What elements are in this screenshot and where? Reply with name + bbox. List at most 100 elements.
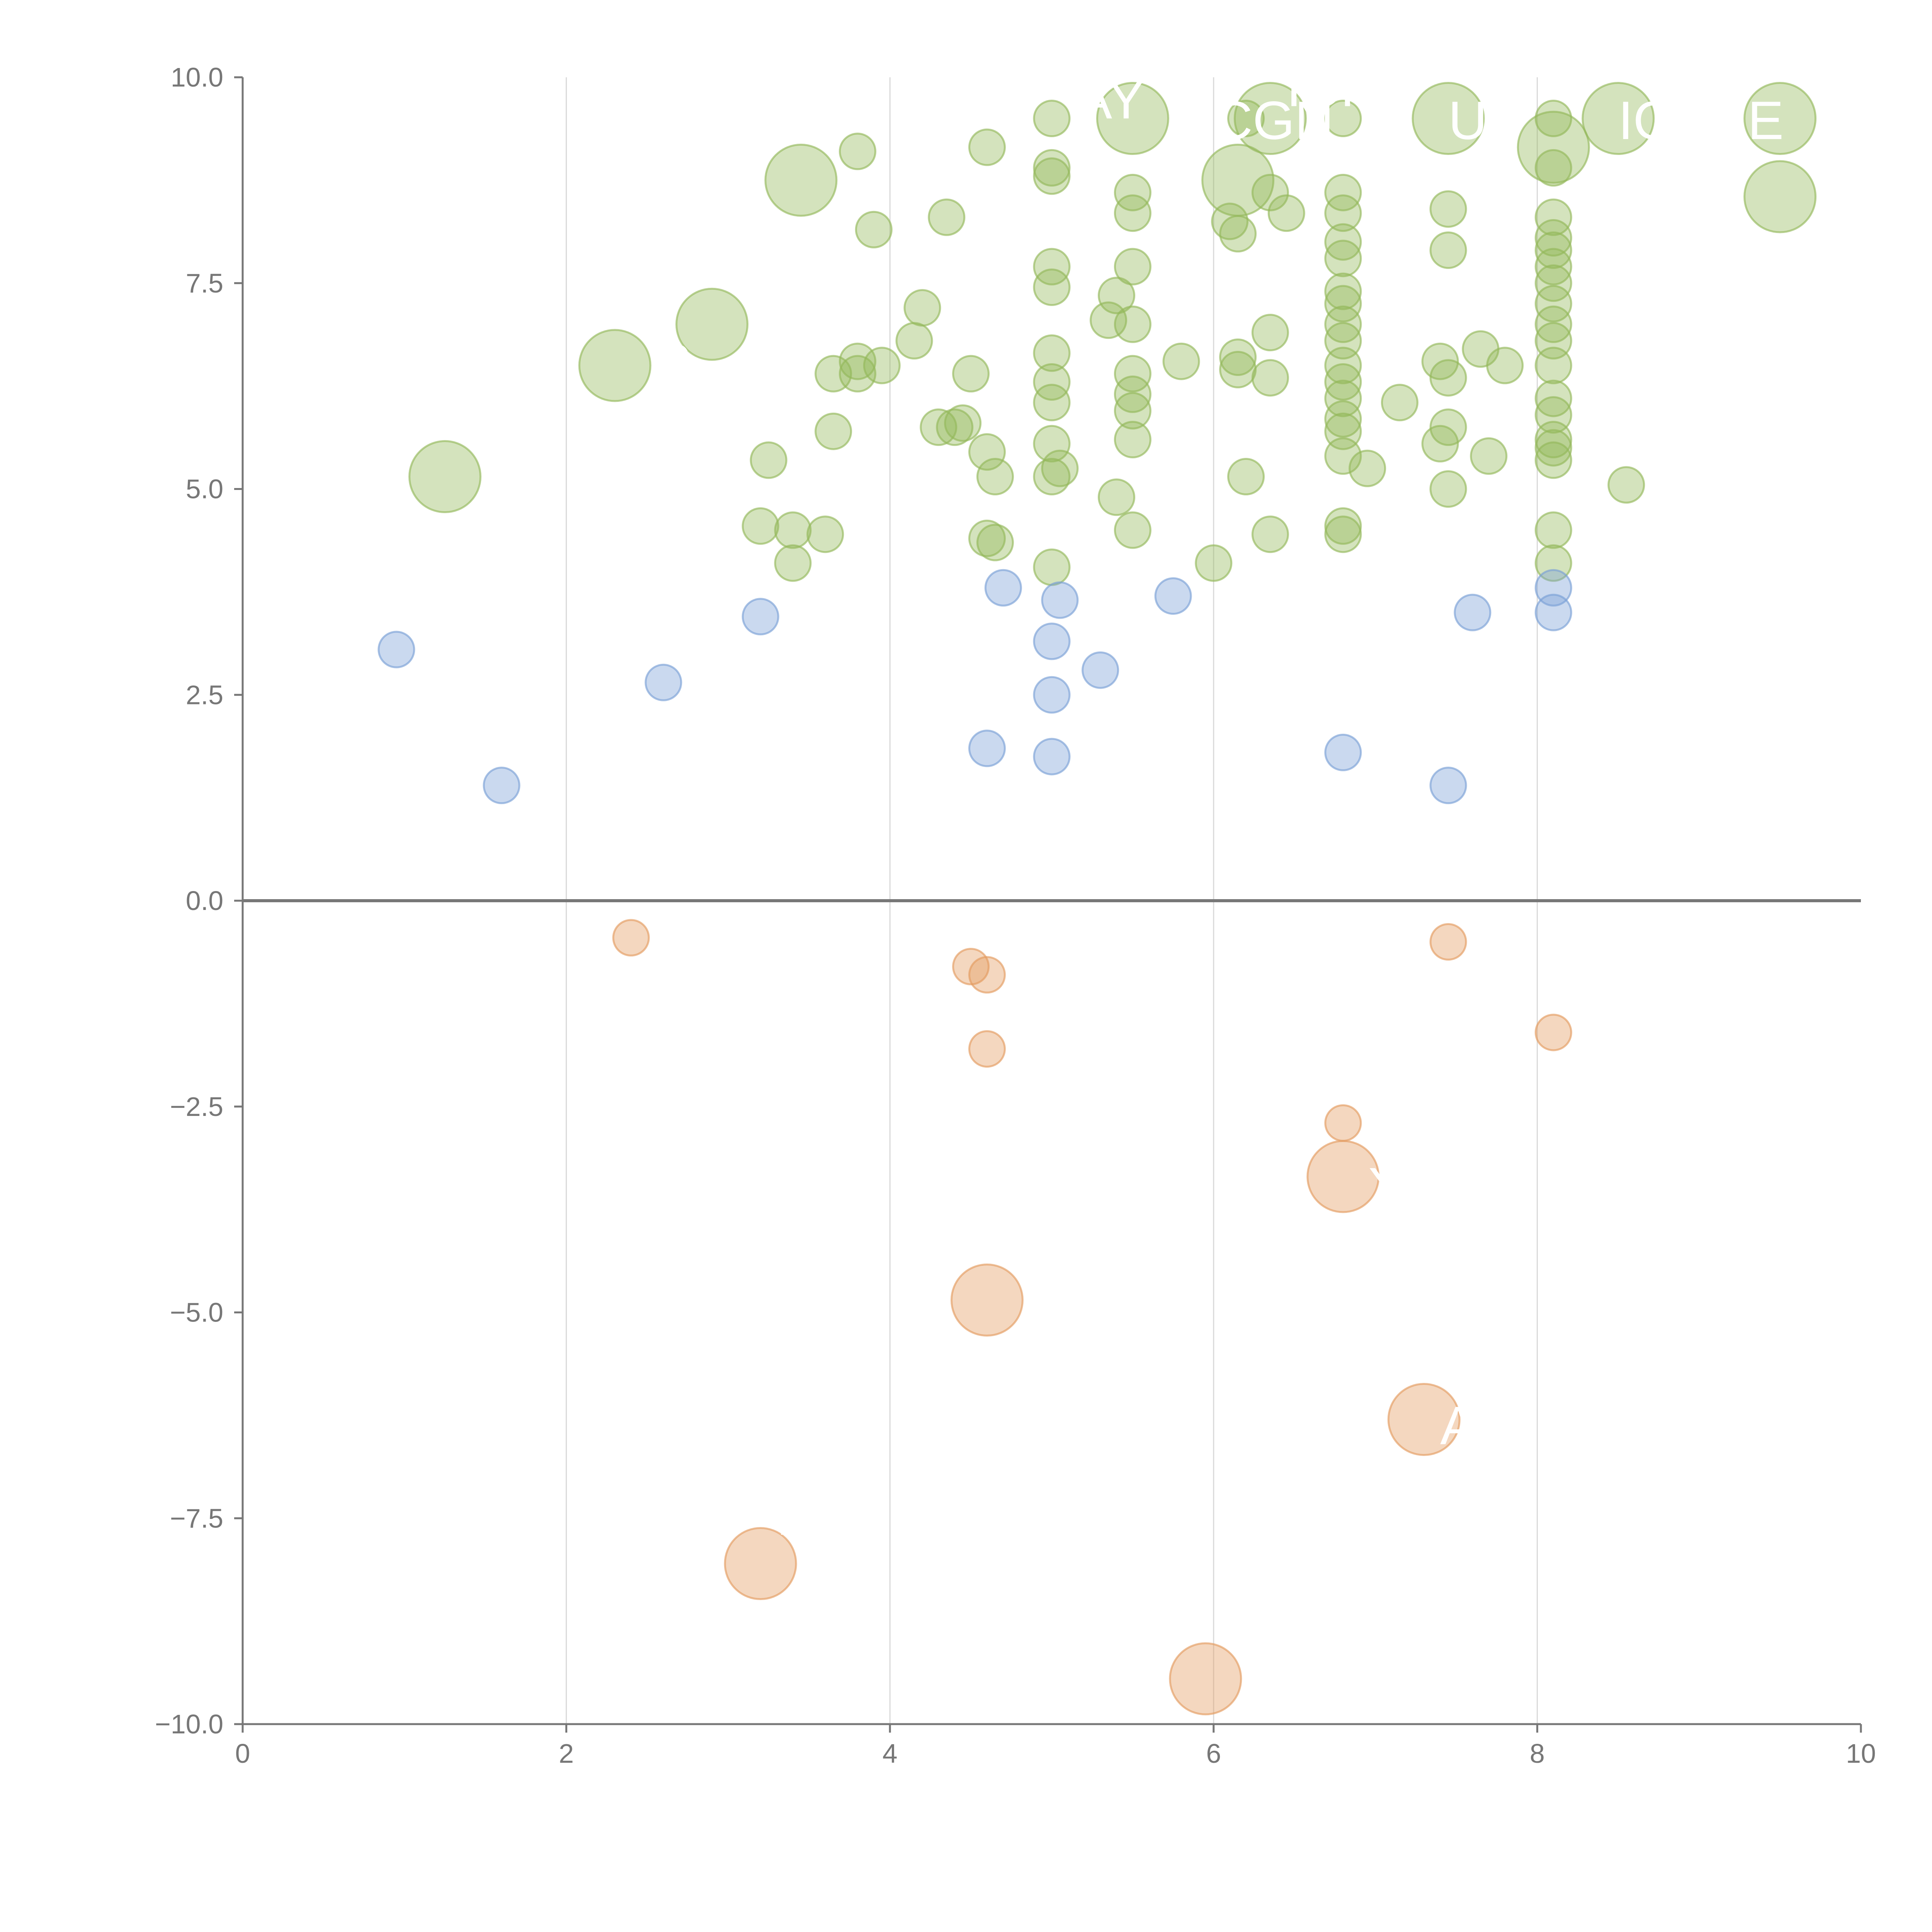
bubble-negative-10	[724, 1527, 797, 1600]
bubble-high-22	[1114, 173, 1151, 211]
bubble-high-70	[1429, 359, 1467, 397]
bubble-high-1	[1096, 82, 1169, 155]
bubble-high-18	[855, 211, 893, 248]
bubble-mid-7	[1033, 622, 1071, 660]
x-tick-label-5: 10	[1846, 1738, 1876, 1769]
bubble-high-90	[1033, 458, 1071, 496]
bubble-negative-11	[1169, 1642, 1242, 1716]
bubble-mid-10	[1082, 651, 1119, 689]
bubble-high-82	[1534, 421, 1572, 459]
bubble-high-108	[1033, 548, 1071, 586]
bubble-high-91	[1114, 355, 1151, 393]
bubble-high-15	[408, 440, 481, 514]
bubble-mid-8	[1033, 676, 1071, 714]
bubble-label-4: IOT	[1618, 90, 1708, 151]
bubble-high-35	[1534, 198, 1572, 236]
bubble-negative-9	[1387, 1383, 1461, 1456]
bubble-high-49	[1098, 277, 1136, 315]
bubble-high-74	[1486, 347, 1524, 384]
bubble-mid-16	[1534, 594, 1572, 631]
bubble-high-68	[1381, 384, 1418, 422]
bubble-high-79	[1534, 347, 1572, 384]
bubble-high-29	[1324, 194, 1362, 232]
bubble-high-17	[968, 128, 1006, 166]
bubble-negative-0	[612, 919, 650, 957]
bubble-label-10: L	[777, 1486, 807, 1546]
bubble-high-86	[1033, 363, 1071, 401]
bubble-label-0: AY	[1076, 70, 1144, 130]
bubble-mid-6	[1041, 581, 1079, 619]
bubble-high-104	[774, 544, 812, 582]
bubble-high-113	[1251, 515, 1289, 553]
bubble-high-94	[1114, 421, 1151, 459]
bubble-negative-7	[1306, 1140, 1380, 1213]
bubble-negative-6	[1324, 1104, 1362, 1142]
bubble-high-5	[1412, 82, 1485, 155]
bubble-high-39	[1534, 264, 1572, 302]
bubble-high-114	[1324, 507, 1362, 545]
bubble-high-8	[1743, 82, 1817, 155]
x-tick-label-3: 6	[1206, 1738, 1221, 1769]
bubble-high-28	[1324, 173, 1362, 211]
bubble-high-47	[1033, 248, 1071, 286]
x-tick-label-4: 8	[1530, 1738, 1545, 1769]
bubble-high-43	[863, 347, 901, 384]
bubble-high-45	[838, 355, 876, 393]
bubble-high-80	[1534, 379, 1572, 417]
bubble-mid-12	[1324, 733, 1362, 771]
bubble-high-52	[1114, 248, 1151, 286]
bubble-high-87	[1033, 384, 1071, 422]
bubble-high-110	[1114, 511, 1151, 549]
bubble-high-14	[578, 329, 651, 402]
bubble-high-85	[1033, 334, 1071, 372]
bubble-high-59	[1324, 285, 1362, 323]
y-tick-label-5: −2.5	[170, 1092, 223, 1122]
bubble-high-32	[1429, 190, 1467, 228]
bubble-high-23	[1114, 194, 1151, 232]
bubble-high-105	[806, 515, 844, 553]
bubble-high-27	[1267, 194, 1305, 232]
bubble-high-3	[1233, 82, 1307, 155]
bubble-high-116	[1349, 449, 1386, 487]
bubble-high-101	[750, 441, 787, 479]
bubble-high-25	[1219, 215, 1257, 253]
bubble-high-20	[1033, 149, 1071, 187]
bubble-label-6: S	[655, 333, 691, 393]
bubble-high-98	[968, 433, 1006, 471]
bubble-high-58	[1324, 272, 1362, 310]
bubble-high-34	[1534, 149, 1572, 187]
bubble-high-31	[1324, 240, 1362, 277]
bubble-high-75	[1470, 437, 1508, 475]
bubble-high-111	[1195, 544, 1233, 582]
y-tick-label-3: 2.5	[186, 680, 223, 710]
bubble-high-99	[976, 458, 1014, 496]
bubble-mid-14	[1454, 594, 1492, 631]
bubble-high-54	[1219, 338, 1257, 376]
bubble-negative-4	[1429, 923, 1467, 961]
y-tick-label-2: 5.0	[186, 474, 223, 504]
bubble-high-9	[764, 143, 838, 217]
bubble-mid-1	[483, 767, 520, 804]
bubble-high-115	[1324, 515, 1362, 553]
bubble-high-26	[1251, 173, 1289, 211]
bubble-high-50	[1090, 301, 1128, 339]
bubble-high-92	[1114, 375, 1151, 413]
bubble-high-95	[920, 408, 957, 446]
bubbles	[378, 82, 1817, 1716]
bubble-high-55	[1219, 351, 1257, 389]
bubble-negative-8	[950, 1264, 1024, 1337]
bubble-high-51	[1114, 305, 1151, 343]
x-tick-label-1: 2	[559, 1738, 574, 1769]
bubble-label-8: L	[1011, 1226, 1041, 1287]
bubble-high-48	[1033, 268, 1071, 306]
bubble-high-4	[1324, 100, 1362, 138]
bubble-high-37	[1534, 231, 1572, 269]
bubble-high-38	[1534, 248, 1572, 286]
y-tick-label-1: 7.5	[186, 268, 223, 298]
y-tick-label-8: −10.0	[155, 1709, 223, 1739]
bubble-high-117	[1429, 470, 1467, 508]
x-tick-label-0: 0	[235, 1738, 250, 1769]
bubble-negative-2	[968, 956, 1006, 994]
y-tick-label-6: −5.0	[170, 1298, 223, 1328]
